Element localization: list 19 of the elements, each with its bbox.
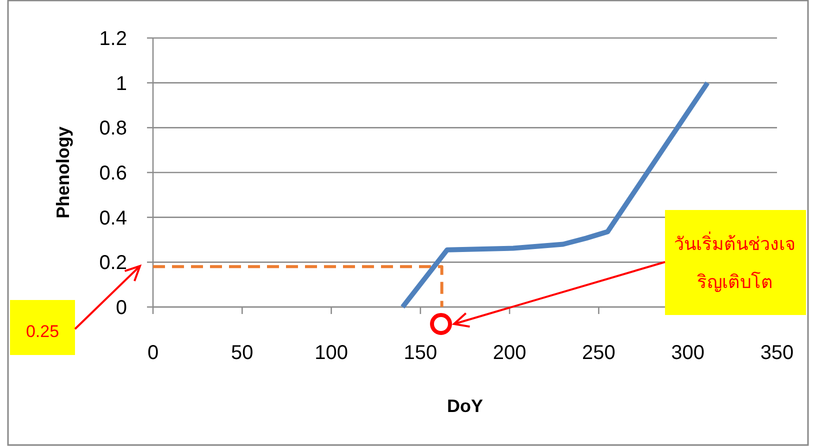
y-tick-label: 0 [116,297,127,319]
y-tick-label: 0.6 [99,162,127,184]
x-axis-title: DoY [447,396,483,416]
y-tick-label: 0.8 [99,118,127,140]
y-tick-label: 1 [116,72,127,95]
text: 0.25 [26,322,60,341]
x-tick-label: 350 [760,342,794,364]
y-tick-label: 0.2 [99,252,127,274]
x-tick-label: 50 [231,342,254,364]
annotation: วันเริ่มต้นช่วงเจริญเติบโต [674,231,796,292]
y-tick-label: 1.2 [99,28,127,50]
x-tick-label: 200 [492,342,526,364]
x-tick-label: 100 [314,342,348,364]
y-tick-label: 0.4 [99,207,127,230]
x-tick-label: 150 [404,342,438,364]
y-axis-title: Phenology [53,126,73,219]
x-tick-label: 250 [582,342,616,364]
x-tick-label: 300 [671,342,705,364]
x-tick-label: 0 [147,342,159,364]
